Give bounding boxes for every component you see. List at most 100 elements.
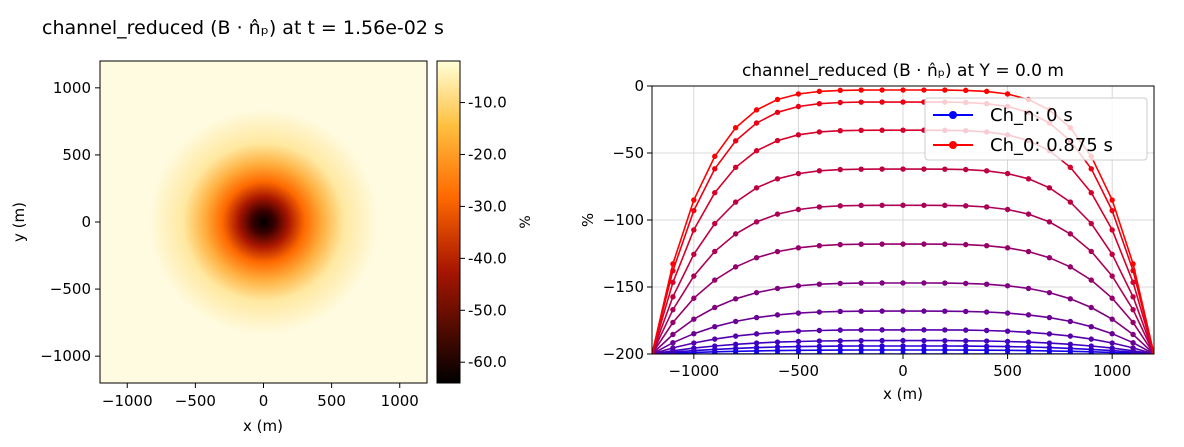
series-point <box>1088 324 1094 330</box>
legend-box <box>924 97 1148 161</box>
series-point <box>732 264 739 270</box>
series-point <box>1088 343 1094 349</box>
series-point <box>1067 345 1074 352</box>
series-point <box>1130 294 1136 300</box>
series-point <box>837 338 843 344</box>
series-point <box>900 87 906 93</box>
series-point <box>1109 227 1115 233</box>
series-point <box>691 295 697 301</box>
series-point <box>670 331 676 338</box>
legend-label-ch-0: Ch_0: 0.875 s <box>990 135 1113 156</box>
series-point <box>1004 206 1011 213</box>
series-point <box>732 199 739 205</box>
series-point <box>879 327 885 333</box>
series-point <box>732 231 739 237</box>
series-point <box>795 310 802 316</box>
series-point <box>837 280 843 287</box>
series-point <box>1088 190 1094 196</box>
series-point <box>712 166 718 172</box>
series-point <box>1004 245 1011 251</box>
series-point <box>774 109 781 116</box>
series-point <box>942 241 948 247</box>
series-point <box>900 166 906 172</box>
series-point <box>879 343 885 349</box>
heatmap-y-axis: 1000 500 0 −500 −1000 <box>40 79 100 365</box>
legend-marker-ch-n <box>949 111 957 119</box>
series-point <box>795 91 802 97</box>
series-point <box>1109 251 1115 257</box>
series-point <box>921 280 927 286</box>
series-point <box>1067 333 1074 339</box>
series-point <box>858 280 864 286</box>
heatmap-y-tick-label: 500 <box>62 146 91 164</box>
series-point <box>1004 91 1011 97</box>
series-point <box>1046 185 1053 191</box>
series-point <box>921 241 927 247</box>
series-point <box>942 347 948 353</box>
line-chart-y-tick-label: −150 <box>603 278 644 296</box>
series-point <box>858 347 864 353</box>
series-point <box>963 166 969 173</box>
series-point <box>1067 164 1074 171</box>
heatmap-y-tick-label: 0 <box>81 213 91 231</box>
series-point <box>921 87 927 93</box>
series-point <box>691 331 697 337</box>
series-point <box>900 241 906 247</box>
series-point <box>963 87 969 94</box>
series-point <box>712 190 718 196</box>
series-point <box>712 220 718 227</box>
series-point <box>837 308 843 315</box>
series-point <box>963 280 969 287</box>
series-point <box>712 324 718 330</box>
series-point <box>1067 296 1074 302</box>
series-point <box>1130 306 1136 313</box>
series-point <box>816 88 823 95</box>
series-point <box>1046 344 1053 351</box>
series-point <box>1109 345 1115 351</box>
series-point <box>921 202 927 208</box>
series-point <box>652 351 655 354</box>
series-point <box>1025 344 1032 350</box>
heatmap-x-tick-label: 1000 <box>381 392 419 410</box>
series-point <box>921 166 927 172</box>
series-point <box>816 204 823 210</box>
series-point <box>963 347 969 353</box>
series-point <box>670 294 676 300</box>
series-point <box>753 340 760 346</box>
series-point <box>942 337 948 344</box>
series-point <box>858 308 864 314</box>
series-point <box>963 241 969 248</box>
series-point <box>900 337 906 344</box>
series-point <box>691 340 697 346</box>
series-point <box>1109 295 1115 301</box>
series-point <box>879 337 885 344</box>
series-point <box>1025 312 1032 318</box>
series-point <box>1025 285 1032 292</box>
series-point <box>816 343 823 349</box>
line-chart-x-tick-label: −1000 <box>668 362 719 380</box>
series-point <box>983 309 990 315</box>
series-point <box>1130 345 1136 351</box>
series-point <box>879 99 885 105</box>
colorbar-tick-label: -50.0 <box>468 301 507 319</box>
series-point <box>1088 277 1094 283</box>
series-point <box>858 327 864 333</box>
series-point <box>963 203 969 209</box>
series-point <box>983 343 990 349</box>
heatmap-x-tick-label: −500 <box>175 392 216 410</box>
heatmap-x-tick-label: −1000 <box>102 392 153 410</box>
series-point <box>816 168 823 174</box>
series-point <box>879 166 885 172</box>
series-point <box>1088 220 1094 227</box>
series-point <box>795 132 802 138</box>
figure-suptitle: channel_reduced (B · n̂ₚ) at t = 1.56e-0… <box>42 17 444 39</box>
colorbar-tick-label: -20.0 <box>468 145 507 163</box>
series-point <box>1004 310 1011 316</box>
series-point <box>670 339 676 346</box>
line-chart-y-label: % <box>579 213 597 227</box>
series-point <box>1025 211 1032 217</box>
series-point <box>795 103 802 110</box>
series-point <box>858 166 864 172</box>
series-point <box>712 153 718 160</box>
series-point <box>1046 340 1053 346</box>
